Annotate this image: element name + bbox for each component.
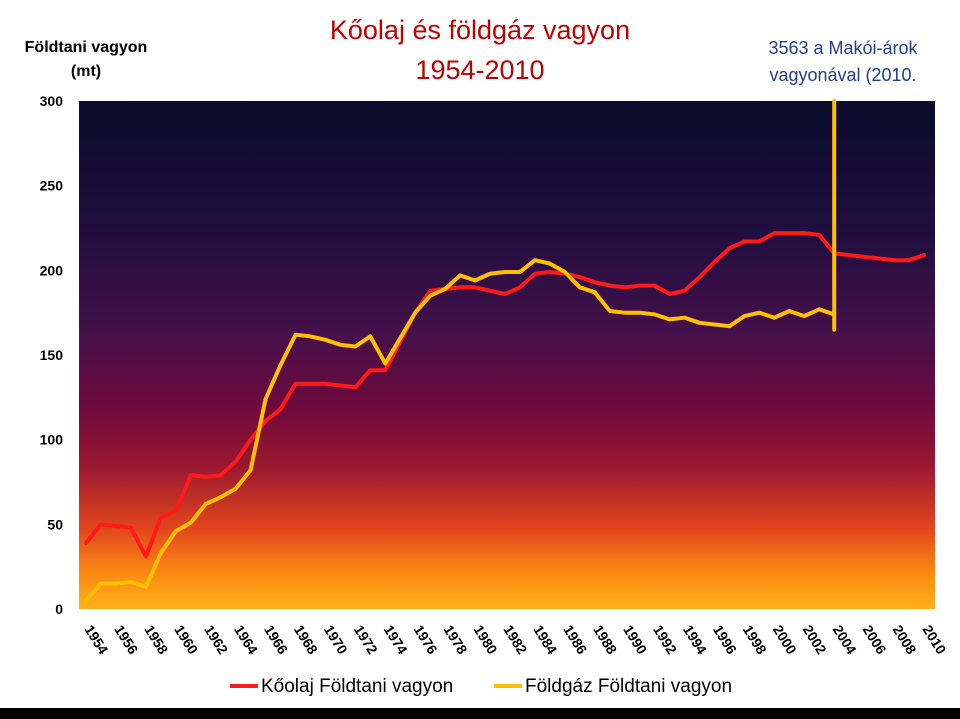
x-tick-label: 1990 — [620, 622, 650, 657]
annotation-line1: 3563 a Makói-árok — [768, 38, 918, 58]
legend-label-gas: Földgáz Földtani vagyon — [525, 676, 732, 697]
x-tick-label: 2000 — [770, 622, 800, 657]
x-tick-label: 1988 — [590, 622, 620, 657]
x-tick-label: 1970 — [321, 622, 351, 657]
y-axis-label-line2: (mt) — [71, 63, 101, 80]
y-tick-label: 50 — [47, 516, 63, 532]
y-tick-labels: 0 50 100 150 200 250 300 — [40, 93, 64, 617]
x-tick-label: 1968 — [291, 622, 321, 657]
x-tick-label: 1956 — [111, 622, 141, 657]
y-tick-label: 0 — [55, 601, 63, 617]
series-layer — [84, 99, 926, 603]
x-tick-label: 2008 — [890, 622, 920, 657]
annotation-line2: vagyonával (2010. — [769, 65, 916, 85]
x-tick-label: 1966 — [261, 622, 291, 657]
x-tick-label: 1964 — [231, 622, 261, 657]
y-tick-label: 100 — [40, 432, 64, 448]
x-tick-label: 1978 — [441, 622, 471, 657]
x-tick-label: 1976 — [411, 622, 441, 657]
y-tick-label: 200 — [40, 262, 64, 278]
x-tick-label: 1958 — [141, 622, 171, 657]
y-axis-label-line1: Földtani vagyon — [25, 39, 148, 56]
x-tick-label: 2004 — [830, 622, 860, 657]
legend: Kőolaj Földtani vagyon Földgáz Földtani … — [230, 676, 732, 697]
x-tick-label: 2002 — [800, 622, 830, 657]
x-tick-label: 1984 — [530, 622, 560, 657]
x-tick-label: 1998 — [740, 622, 770, 657]
chart-subtitle: 1954-2010 — [415, 55, 544, 85]
x-tick-label: 1960 — [171, 622, 201, 657]
y-tick-label: 250 — [40, 178, 64, 194]
x-tick-label: 1994 — [680, 622, 710, 657]
bottom-bar — [0, 708, 960, 719]
x-tick-label: 2010 — [919, 622, 949, 657]
x-tick-label: 1986 — [560, 622, 590, 657]
chart-title: Kőolaj és földgáz vagyon — [330, 15, 630, 45]
x-tick-label: 1974 — [381, 622, 411, 657]
x-tick-label: 1962 — [201, 622, 231, 657]
x-tick-label: 2006 — [860, 622, 890, 657]
y-tick-label: 300 — [40, 93, 64, 109]
plot-area — [79, 101, 935, 609]
legend-label-oil: Kőolaj Földtani vagyon — [261, 676, 453, 697]
y-tick-label: 150 — [40, 347, 64, 363]
x-tick-label: 1982 — [500, 622, 530, 657]
x-tick-label: 1972 — [351, 622, 381, 657]
x-tick-label: 1992 — [650, 622, 680, 657]
series-line-oil — [84, 231, 926, 559]
x-tick-label: 1980 — [471, 622, 501, 657]
x-tick-label: 1954 — [81, 622, 111, 657]
x-tick-labels: 1954 1956 1958 1960 1962 1964 1966 1968 1970 1972… — [81, 622, 949, 657]
series-line-gas — [84, 99, 837, 603]
x-tick-label: 1996 — [710, 622, 740, 657]
